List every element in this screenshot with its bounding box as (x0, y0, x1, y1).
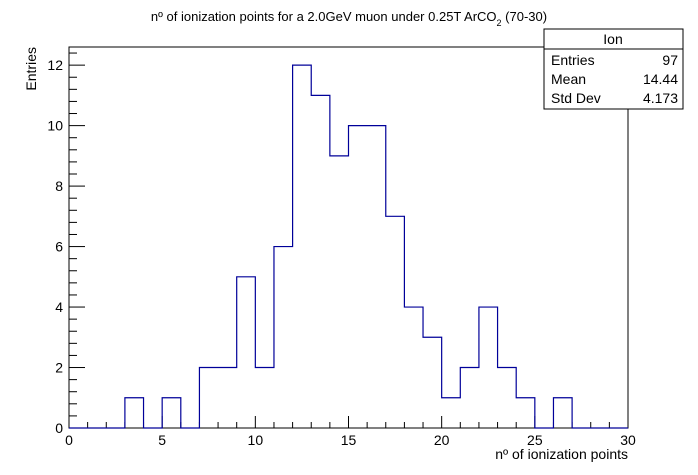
histogram-bin (274, 247, 293, 428)
stats-mean-label: Mean (551, 71, 586, 87)
stats-stddev-value: 4.173 (643, 90, 678, 106)
histogram-bin (199, 368, 218, 428)
histogram-bins (125, 65, 572, 428)
stats-mean-value: 14.44 (643, 71, 678, 87)
x-axis-label: nº of ionization points (495, 446, 628, 462)
histogram-bin (442, 398, 461, 428)
stats-entries-value: 97 (662, 52, 678, 68)
stats-box-frame (543, 28, 684, 110)
histogram-bin (255, 368, 274, 428)
y-tick-label: 0 (55, 420, 63, 436)
x-tick-label: 25 (527, 432, 543, 448)
histogram-bin (423, 337, 442, 428)
chart-title-suffix: (70-30) (502, 9, 548, 24)
y-tick-label: 2 (55, 360, 63, 376)
x-axis-ticks: 0 5 10 15 20 25 30 (65, 416, 636, 448)
chart-title: nº of ionization points for a 2.0GeV muo… (151, 9, 547, 28)
histogram-bin (162, 398, 181, 428)
histogram-bin (349, 126, 368, 428)
histogram-bin (125, 398, 144, 428)
y-tick-label: 10 (47, 118, 63, 134)
x-tick-label: 0 (65, 432, 73, 448)
histogram-bin (553, 398, 572, 428)
histogram-bin (404, 307, 423, 428)
stats-stddev-label: Std Dev (551, 90, 601, 106)
histogram-bin (311, 95, 330, 428)
chart-title-main: nº of ionization points for a 2.0GeV muo… (151, 9, 497, 24)
histogram-bin (218, 368, 237, 428)
histogram-bin (330, 156, 349, 428)
x-tick-label: 10 (248, 432, 264, 448)
histogram-bin (479, 307, 498, 428)
y-axis-ticks: 0 2 4 6 8 10 12 (47, 52, 85, 436)
y-tick-label: 4 (55, 299, 63, 315)
y-tick-label: 12 (47, 57, 63, 73)
stats-entries-label: Entries (551, 52, 595, 68)
histogram-outline (69, 64, 628, 429)
x-tick-label: 5 (158, 432, 166, 448)
stats-box-name: Ion (603, 31, 622, 47)
x-tick-label: 20 (434, 432, 450, 448)
x-tick-label: 30 (620, 432, 636, 448)
x-tick-label: 15 (341, 432, 357, 448)
y-tick-label: 8 (55, 178, 63, 194)
histogram-bin (498, 368, 517, 428)
histogram-bin (460, 368, 479, 428)
y-axis-label: Entries (23, 47, 39, 91)
histogram-bin (293, 65, 312, 428)
histogram-bin (367, 126, 386, 428)
histogram-bin (516, 398, 535, 428)
y-tick-label: 6 (55, 239, 63, 255)
histogram-bin (386, 216, 405, 428)
stats-box: Ion Entries 97 Mean 14.44 Std Dev 4.173 (543, 28, 684, 110)
chart-title-subscript: 2 (497, 18, 502, 28)
histogram-bin (237, 277, 256, 428)
